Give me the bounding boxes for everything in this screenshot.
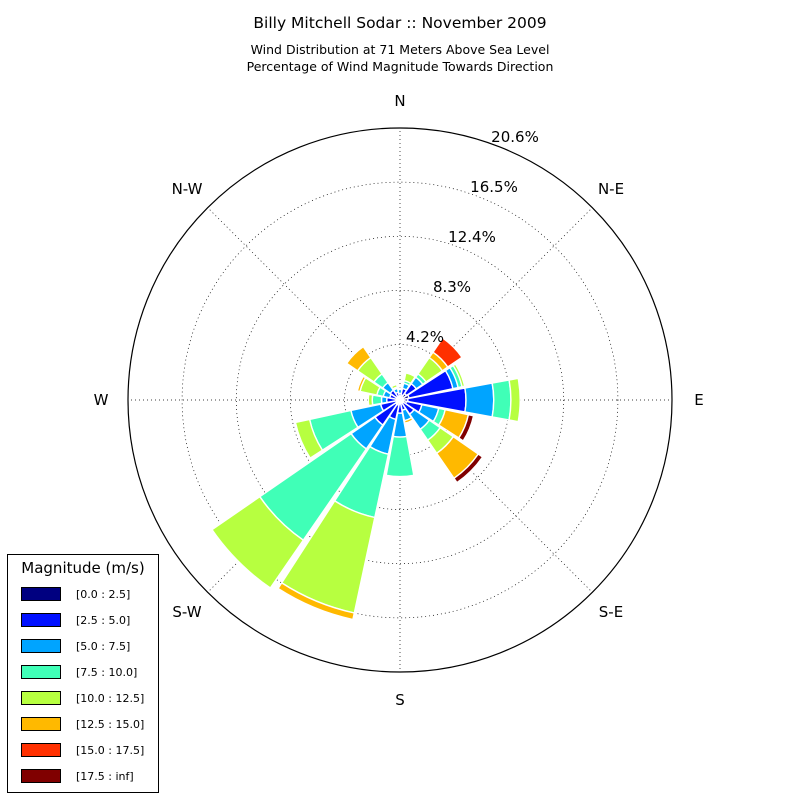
wind-bar-s-bin-3: [385, 435, 415, 478]
legend-entry-label: [17.5 : inf]: [76, 770, 134, 783]
legend-swatch: [21, 639, 61, 653]
wind-bar-ssw-bin-5: [277, 581, 356, 621]
chart-title: Billy Mitchell Sodar :: November 2009: [253, 14, 546, 32]
wind-bar-nnw-bin-4: [390, 383, 399, 390]
ring-gridline: [181, 181, 619, 619]
legend-swatch: [21, 587, 61, 601]
wind-bar-sse-bin-5: [403, 416, 414, 425]
legend-swatch: [21, 665, 61, 679]
direction-label-s-e: S-E: [599, 603, 623, 621]
wind-bar-se-bin-7: [453, 453, 484, 484]
legend-entry-label: [2.5 : 5.0]: [76, 614, 130, 627]
wind-bar-e-bin-3: [491, 379, 512, 421]
legend-entry-label: [10.0 : 12.5]: [76, 692, 144, 705]
radial-tick-label: 16.5%: [470, 178, 518, 196]
legend-entry-label: [0.0 : 2.5]: [76, 588, 130, 601]
direction-label-n-e: N-E: [598, 180, 624, 198]
legend-swatch: [21, 691, 61, 705]
wind-bar-n-bin-3: [397, 387, 403, 391]
legend: Magnitude (m/s) [0.0 : 2.5] [2.5 : 5.0] [5.…: [7, 554, 159, 793]
chart-subtitle-line-2: Percentage of Wind Magnitude Towards Dir…: [247, 59, 554, 74]
legend-swatch: [21, 769, 61, 783]
radial-tick-label: 20.6%: [491, 128, 539, 146]
wind-bar-ene-bin-4: [452, 363, 466, 388]
legend-swatch: [21, 717, 61, 731]
wind-bar-wsw-bin-4: [294, 418, 324, 460]
legend-swatch: [21, 613, 61, 627]
wind-bar-ese-bin-7: [457, 413, 475, 442]
wind-bar-wnw-bin-5: [356, 375, 367, 393]
wind-bar-w-bin-3: [371, 394, 383, 406]
radial-tick-label: 4.2%: [406, 328, 444, 346]
direction-label-n: N: [394, 92, 405, 110]
direction-label-s: S: [395, 691, 405, 709]
polar-frame: [127, 127, 673, 673]
wind-bar-sw-bin-4: [211, 495, 305, 589]
wind-bar-nw-bin-5: [345, 345, 372, 372]
wind-bar-e-bin-2: [464, 382, 495, 418]
direction-label-w: W: [94, 391, 109, 409]
axis-labels: 4.2% 8.3% 12.4% 16.5% 20.6% N N-E E S-E S S-W W N-W: [94, 92, 704, 709]
legend-entry-label: [12.5 : 15.0]: [76, 718, 144, 731]
wind-bar-ne-bin-6: [432, 337, 463, 368]
direction-label-n-w: N-W: [172, 180, 203, 198]
radial-tick-label: 12.4%: [448, 228, 496, 246]
legend-entry-label: [7.5 : 10.0]: [76, 666, 137, 679]
radial-tick-label: 8.3%: [433, 278, 471, 296]
chart-subtitle-line-1: Wind Distribution at 71 Meters Above Sea…: [251, 42, 550, 57]
ring-gridline: [235, 235, 565, 565]
legend-entry-label: [15.0 : 17.5]: [76, 744, 144, 757]
wind-bar-w-bin-4: [367, 393, 374, 407]
wind-bars: [211, 337, 521, 621]
legend-swatch: [21, 743, 61, 757]
legend-title: Magnitude (m/s): [21, 559, 144, 577]
direction-label-s-w: S-W: [172, 603, 201, 621]
legend-entry-label: [5.0 : 7.5]: [76, 640, 130, 653]
wind-bar-e-bin-4: [508, 377, 521, 423]
direction-label-e: E: [694, 391, 703, 409]
